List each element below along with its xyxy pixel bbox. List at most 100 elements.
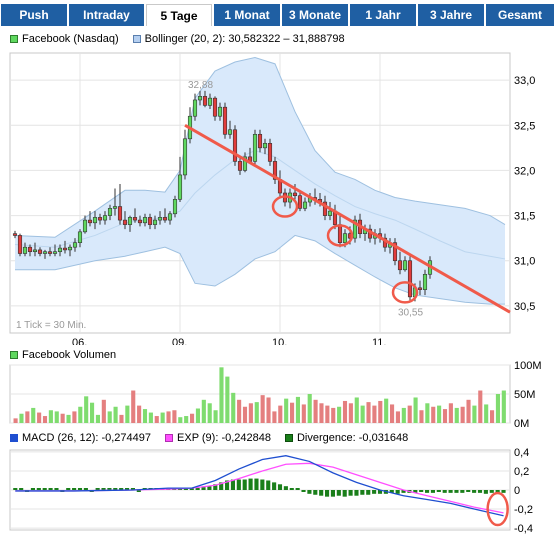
- tab-1-monat[interactable]: 1 Monat: [214, 4, 280, 26]
- volume-bar: [272, 411, 277, 423]
- volume-bar: [372, 405, 377, 423]
- divergence-bar: [260, 479, 265, 490]
- volume-bar: [301, 404, 306, 423]
- divergence-bar: [36, 488, 41, 490]
- divergence-bar: [366, 490, 371, 495]
- divergence-bar: [460, 490, 465, 493]
- divergence-bar: [213, 484, 218, 490]
- divergence-bar: [472, 490, 477, 493]
- volume-bar: [190, 413, 195, 423]
- candle-body: [182, 138, 188, 176]
- volume-bar: [290, 402, 295, 423]
- divergence-bar: [107, 488, 112, 490]
- candle-body: [67, 246, 73, 251]
- divergence-bar: [254, 478, 259, 490]
- divergence-bar: [501, 490, 506, 493]
- candle-body: [52, 251, 58, 254]
- candle-body: [212, 97, 218, 117]
- divergence-bar: [119, 488, 124, 490]
- volume-bar: [266, 397, 271, 423]
- volume-bar: [395, 411, 400, 423]
- volume-bar: [407, 405, 412, 423]
- divergence-bar: [395, 490, 400, 494]
- candle-body: [22, 246, 28, 254]
- legend-facebook-label: Facebook (Nasdaq): [22, 33, 119, 45]
- divergence-bar: [348, 490, 353, 496]
- volume-bar: [48, 410, 53, 423]
- legend-macd-swatch: [10, 434, 18, 442]
- candle-body: [297, 195, 303, 209]
- highlight-circle: [326, 224, 354, 247]
- candle-body: [112, 206, 118, 209]
- volume-bar: [254, 402, 259, 423]
- candle-body: [177, 174, 183, 200]
- divergence-bar: [466, 490, 471, 492]
- volume-bar: [154, 416, 159, 423]
- price-x-tick: 09.: [172, 337, 187, 345]
- volume-bar: [107, 411, 112, 423]
- tab-3-monate[interactable]: 3 Monate: [282, 4, 348, 26]
- volume-bar: [207, 403, 212, 423]
- divergence-bar: [389, 490, 394, 493]
- tab-3-jahre[interactable]: 3 Jahre: [418, 4, 484, 26]
- macd-highlight-circle: [486, 491, 509, 527]
- volume-bar: [225, 376, 230, 423]
- divergence-bar: [183, 488, 188, 490]
- candle-body: [262, 143, 268, 149]
- volume-bar: [237, 399, 242, 423]
- volume-bar: [342, 400, 348, 423]
- candle-body: [77, 231, 83, 243]
- candle-body: [327, 210, 333, 216]
- volume-bar: [248, 403, 253, 423]
- divergence-bar: [277, 484, 283, 490]
- divergence-bar: [436, 490, 441, 492]
- volume-bar: [284, 398, 289, 423]
- tab-gesamt[interactable]: Gesamt: [486, 4, 554, 26]
- candle-body: [42, 251, 48, 254]
- macd-y-tick: -0,2: [514, 504, 533, 516]
- volume-bar: [437, 405, 442, 423]
- volume-bar: [431, 406, 436, 423]
- divergence-bar: [489, 490, 494, 493]
- divergence-bar: [66, 488, 71, 490]
- divergence-bar: [101, 488, 106, 490]
- divergence-bar: [419, 490, 424, 492]
- volume-legend: Facebook Volumen: [10, 349, 130, 361]
- volume-bar: [142, 409, 148, 423]
- price-y-tick: 32,0: [514, 165, 535, 177]
- divergence-bar: [207, 486, 212, 490]
- legend-volume: Facebook Volumen: [10, 349, 116, 361]
- divergence-bar: [136, 490, 141, 492]
- volume-bar: [13, 418, 18, 423]
- divergence-bar: [236, 479, 241, 490]
- low-label: 30,55: [398, 307, 423, 318]
- volume-bar: [442, 409, 448, 423]
- volume-bar: [478, 390, 483, 423]
- divergence-bar: [30, 488, 35, 490]
- tab-1-jahr[interactable]: 1 Jahr: [350, 4, 416, 26]
- legend-facebook-swatch: [10, 35, 18, 43]
- tab-intraday[interactable]: Intraday: [69, 4, 144, 26]
- divergence-bar: [130, 488, 135, 490]
- price-legend: Facebook (Nasdaq) Bollinger (20, 2): 30,…: [10, 33, 359, 45]
- divergence-bar: [495, 490, 500, 493]
- volume-y-tick: 50M: [514, 389, 535, 401]
- divergence-bar: [377, 490, 383, 494]
- volume-bar: [54, 411, 59, 423]
- price-y-tick: 33,0: [514, 75, 535, 87]
- divergence-bar: [319, 490, 324, 496]
- volume-bar: [331, 407, 336, 423]
- price-y-tick: 31,0: [514, 256, 535, 268]
- candle-body: [127, 217, 133, 225]
- divergence-bar: [354, 490, 359, 496]
- candle-body: [87, 219, 93, 224]
- volume-bar: [42, 416, 48, 423]
- candle-body: [257, 133, 263, 149]
- divergence-bar: [13, 488, 18, 490]
- tab-5-tage[interactable]: 5 Tage: [146, 4, 212, 26]
- trendline: [184, 123, 511, 314]
- tab-push[interactable]: Push: [1, 4, 67, 26]
- divergence-bar: [330, 490, 335, 497]
- candle-body: [202, 96, 208, 106]
- macd-y-tick: 0,4: [514, 447, 529, 459]
